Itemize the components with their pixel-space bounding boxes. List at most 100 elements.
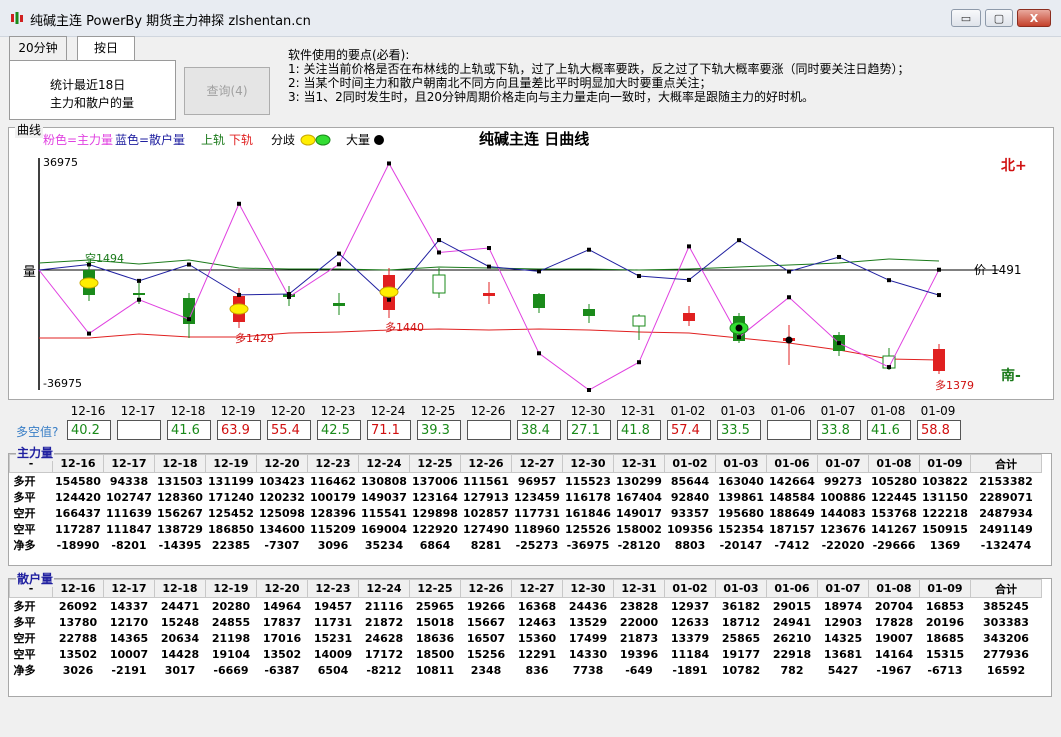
table-cell: 6504 — [317, 663, 349, 677]
column-header[interactable]: 01-06 — [766, 579, 818, 598]
column-header[interactable]: 01-06 — [766, 454, 818, 473]
table-cell: 18685 — [925, 631, 965, 645]
column-header[interactable]: 12-26 — [460, 454, 512, 473]
column-header[interactable]: 01-08 — [868, 579, 920, 598]
tip-1: 1: 关注当前价格是否在布林线的上轨或下轨，过了上轨大概率要跌，反之过了下轨大概… — [288, 62, 910, 76]
column-header[interactable]: 12-24 — [358, 454, 410, 473]
table-cell: 24941 — [772, 615, 812, 629]
retail-point — [587, 247, 591, 252]
table-cell: 17828 — [874, 615, 914, 629]
candle — [333, 303, 345, 306]
table-cell: 15018 — [415, 615, 455, 629]
query-button[interactable]: 查询(4) — [184, 67, 270, 115]
table-cell: 25965 — [415, 599, 455, 613]
close-button[interactable]: X — [1017, 9, 1051, 27]
column-header[interactable]: 12-26 — [460, 579, 512, 598]
table-cell: 150915 — [922, 522, 968, 536]
table-cell: 35234 — [364, 538, 404, 552]
column-header[interactable]: 01-09 — [919, 579, 971, 598]
table-cell: 118960 — [514, 522, 560, 536]
column-header[interactable]: 12-17 — [103, 454, 155, 473]
column-header[interactable]: 12-19 — [205, 579, 257, 598]
big-volume-marker — [735, 324, 743, 332]
column-header[interactable]: 01-07 — [817, 454, 869, 473]
column-header[interactable]: 12-23 — [307, 454, 359, 473]
column-header[interactable]: 12-16 — [52, 454, 104, 473]
candle — [432, 274, 446, 294]
table-cell: 24436 — [568, 599, 608, 613]
tab-20min[interactable]: 20分钟 — [9, 36, 67, 60]
column-header[interactable]: 01-03 — [715, 454, 767, 473]
column-header[interactable]: 12-24 — [358, 579, 410, 598]
table-cell: 22788 — [58, 631, 98, 645]
date-label: 01-02 — [670, 404, 706, 418]
table-cell: -6387 — [264, 663, 300, 677]
date-label: 12-20 — [270, 404, 306, 418]
diverge-yellow-icon — [300, 134, 316, 146]
maximize-button[interactable]: ▢ — [985, 9, 1013, 27]
table-cell: 142664 — [769, 474, 815, 488]
table-cell: 15256 — [466, 647, 506, 661]
column-header[interactable]: 合计 — [970, 454, 1042, 473]
row-label: 多开 — [13, 600, 36, 613]
table-cell: 13780 — [58, 615, 98, 629]
legend-big: 大量 — [346, 133, 370, 147]
table-cell: 123164 — [412, 490, 458, 504]
column-header[interactable]: 01-02 — [664, 579, 716, 598]
column-header[interactable]: 12-31 — [613, 454, 665, 473]
table-cell: 158002 — [616, 522, 662, 536]
main-force-point — [737, 335, 741, 340]
table-cell: 14009 — [313, 647, 353, 661]
table-cell: 14325 — [823, 631, 863, 645]
table-cell: 3017 — [164, 663, 196, 677]
column-header[interactable]: 12-25 — [409, 454, 461, 473]
column-header[interactable]: 12-25 — [409, 579, 461, 598]
retail-point — [287, 292, 291, 297]
table-cell: 12937 — [670, 599, 710, 613]
column-header[interactable]: 12-18 — [154, 579, 206, 598]
table-cell: 19396 — [619, 647, 659, 661]
table-cell: 14330 — [568, 647, 608, 661]
column-header[interactable]: 12-23 — [307, 579, 359, 598]
date-label: 01-07 — [820, 404, 856, 418]
table-cell: 20634 — [160, 631, 200, 645]
column-header[interactable]: 12-19 — [205, 454, 257, 473]
column-header[interactable]: 01-07 — [817, 579, 869, 598]
column-header[interactable]: 01-03 — [715, 579, 767, 598]
big-volume-icon — [374, 135, 384, 145]
column-header[interactable]: 01-09 — [919, 454, 971, 473]
table-cell: 16507 — [466, 631, 506, 645]
minimize-button[interactable]: ▭ — [951, 9, 981, 27]
duokong-label[interactable]: 多空值? — [16, 425, 59, 439]
main-force-point — [887, 365, 891, 370]
column-header[interactable]: 合计 — [970, 579, 1042, 598]
duokong-value-box: 41.6 — [167, 420, 211, 440]
table-row: 多平 13780 12170 15248 24855 17837 11731 21872 150… — [10, 614, 1042, 630]
column-header[interactable]: 12-20 — [256, 579, 308, 598]
duokong-value-box — [467, 420, 511, 440]
table-cell: -649 — [625, 663, 653, 677]
table-cell: 134600 — [259, 522, 305, 536]
column-header[interactable]: 12-31 — [613, 579, 665, 598]
column-header[interactable]: 12-27 — [511, 579, 563, 598]
annotation-duo-3: 多1379 — [935, 378, 974, 392]
column-header[interactable]: 01-02 — [664, 454, 716, 473]
column-header[interactable]: 12-20 — [256, 454, 308, 473]
table-cell: 25865 — [721, 631, 761, 645]
table-cell: 26092 — [58, 599, 98, 613]
table-cell: 124420 — [55, 490, 101, 504]
chart-panel: 粉色=主力量 蓝色=散户量 上轨 下轨 分歧 大量 纯碱主连 日曲线 36975… — [8, 127, 1054, 400]
column-header[interactable]: 12-30 — [562, 454, 614, 473]
column-header[interactable]: 12-17 — [103, 579, 155, 598]
column-header[interactable]: 12-30 — [562, 579, 614, 598]
table-cell: 115541 — [361, 506, 407, 520]
date-label: 12-30 — [570, 404, 606, 418]
table-cell: 122920 — [412, 522, 458, 536]
column-header[interactable]: 12-18 — [154, 454, 206, 473]
column-header[interactable]: 12-16 — [52, 579, 104, 598]
table-cell: 149017 — [616, 506, 662, 520]
tab-daily[interactable]: 按日 — [77, 36, 135, 61]
column-header[interactable]: 12-27 — [511, 454, 563, 473]
table-cell: 123459 — [514, 490, 560, 504]
column-header[interactable]: 01-08 — [868, 454, 920, 473]
